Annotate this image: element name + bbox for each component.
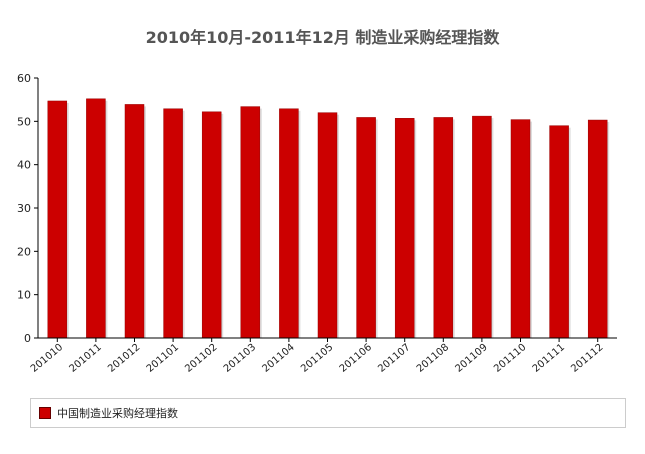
y-tick-label: 50: [17, 115, 31, 128]
x-tick-label: 201108: [415, 342, 451, 375]
x-tick-label: 201012: [106, 342, 142, 375]
x-tick-label: 201111: [531, 342, 567, 375]
bar: [279, 108, 299, 339]
legend: 中国制造业采购经理指数: [30, 398, 626, 428]
x-tick-label: 201102: [183, 342, 219, 375]
y-tick-label: 60: [17, 72, 31, 85]
x-tick-label: 201011: [68, 342, 104, 375]
bar: [394, 118, 415, 339]
chart-title: 2010年10月-2011年12月 制造业采购经理指数: [145, 28, 500, 47]
x-tick-label: 201010: [29, 342, 65, 375]
x-tick-label: 201109: [454, 342, 490, 375]
y-tick-label: 0: [24, 332, 31, 345]
x-tick-label: 201112: [569, 342, 605, 375]
y-tick-label: 30: [17, 202, 31, 215]
y-tick-label: 10: [17, 289, 31, 302]
bar: [472, 115, 492, 339]
x-tick-label: 201101: [145, 342, 181, 375]
bar: [317, 112, 338, 339]
bar: [549, 125, 569, 339]
bar: [201, 111, 222, 339]
y-tick-label: 20: [17, 245, 31, 258]
legend-swatch: [39, 407, 51, 419]
legend-label: 中国制造业采购经理指数: [57, 407, 178, 420]
x-tick-label: 201107: [376, 342, 412, 375]
x-tick-label: 201104: [261, 342, 297, 375]
bar: [356, 117, 376, 339]
bar: [86, 98, 106, 339]
bar: [124, 104, 145, 339]
bars: [47, 98, 610, 339]
bar: [587, 119, 608, 339]
bar: [433, 117, 454, 339]
bar: [240, 106, 261, 339]
x-tick-label: 201103: [222, 342, 258, 375]
bar: [510, 119, 531, 339]
y-tick-label: 40: [17, 159, 31, 172]
x-axis: 201010 201011 201012 201101 201102 201103 2011…: [29, 337, 617, 375]
y-axis: 0 10 20 30 40 50 60: [17, 72, 39, 345]
x-tick-label: 201106: [338, 342, 374, 375]
x-tick-label: 201105: [299, 342, 335, 375]
x-tick-label: 201110: [492, 342, 528, 375]
bar: [163, 108, 183, 339]
bar: [47, 100, 68, 339]
